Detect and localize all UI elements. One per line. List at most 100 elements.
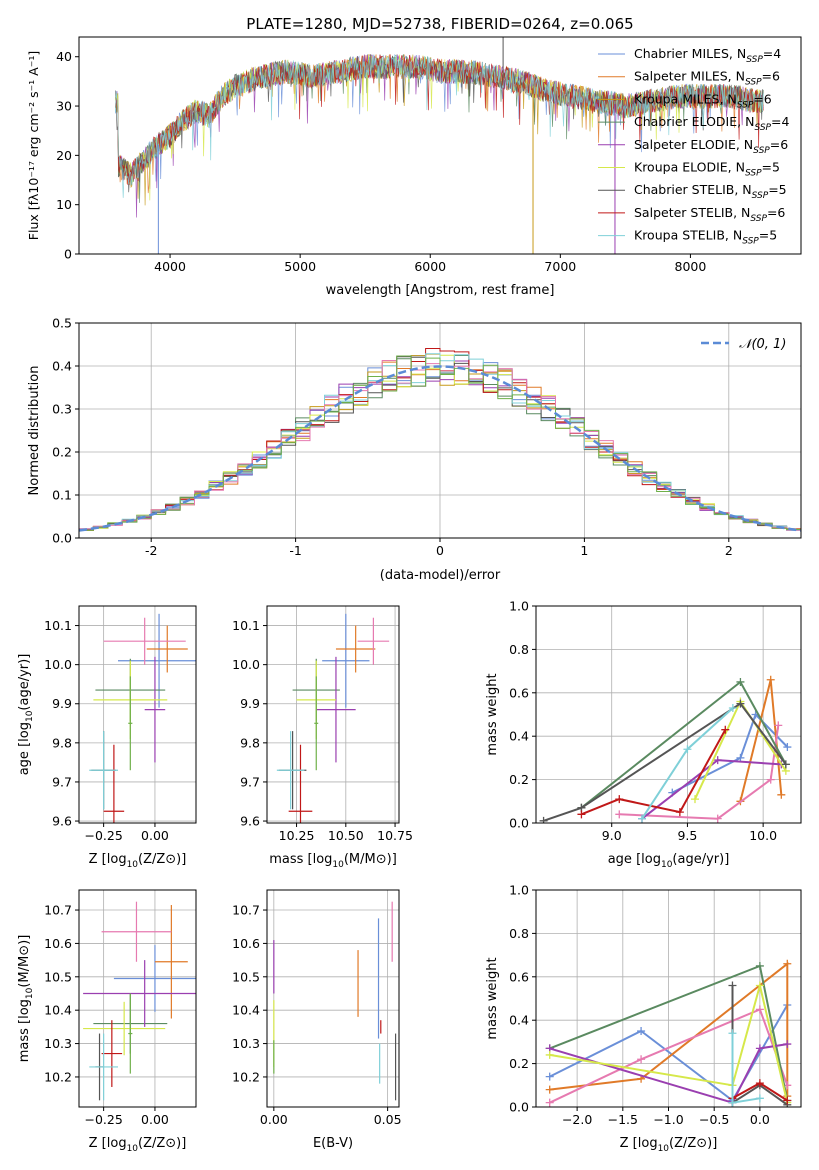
x-tick-label: -2 <box>145 543 157 558</box>
legend-entry-sub: SSP <box>753 146 770 156</box>
x-tick-label: 8000 <box>675 259 707 274</box>
x-tick-label: 5000 <box>284 259 316 274</box>
x-tick-label: 0 <box>436 543 444 558</box>
mass-weight-vs-age-panel: 9.0 9.5 10.0 0.0 0.2 0.4 0.6 0.8 1.0 age [log10(a… <box>485 599 802 870</box>
x-tick-label: 0.05 <box>374 1112 402 1127</box>
y-tick-label: 10.5 <box>44 969 72 984</box>
xlabel-label-main: Z [log <box>620 1136 658 1151</box>
y-axis-label: Normed distribution <box>27 366 42 496</box>
y-tick-label: 0.0 <box>509 816 529 831</box>
x-tick-label: 0.00 <box>141 1112 169 1127</box>
xlabel-label-rest: (Z/Z⊙)] <box>138 852 186 867</box>
x-tick-label: 9.5 <box>677 828 697 843</box>
y-tick-label: 0.0 <box>52 531 72 546</box>
y-tick-label: 10.7 <box>232 903 260 918</box>
mass-weight-marker <box>637 1055 646 1064</box>
mass-weight-marker <box>683 745 692 754</box>
mass-weight-marker <box>755 1044 764 1053</box>
legend-entry-sub: SSP <box>750 214 767 224</box>
y-tick-label: 10.2 <box>232 1069 260 1084</box>
y-tick-label: 10.1 <box>232 618 260 633</box>
x-tick-label: 10.0 <box>749 828 777 843</box>
y-tick-label: 10 <box>56 197 72 212</box>
axes-frame <box>78 36 802 255</box>
mass-weight-marker <box>755 981 764 990</box>
y-tick-label: 9.6 <box>52 814 72 829</box>
legend-entry-eq: =5 <box>762 160 780 175</box>
x-axis-label: E(B-V) <box>313 1136 353 1151</box>
mass-weight-marker <box>781 760 790 769</box>
y-tick-label: 0 <box>64 247 72 262</box>
legend-entry: Kroupa ELODIE, NSSP=5 <box>634 160 780 179</box>
legend-entry-sub: SSP <box>745 169 762 179</box>
ylabel-label: age [log10(age/yr)] <box>17 654 35 776</box>
legend-entry-label: Chabrier MILES, N <box>634 46 746 61</box>
y-tick-label: 0.5 <box>52 316 72 331</box>
legend-entry-label: Chabrier ELODIE, N <box>634 114 754 129</box>
plot-area <box>115 37 764 254</box>
xlabel-label: Z [log10(Z/Z⊙)] <box>89 1136 187 1154</box>
legend-entry-eq: =5 <box>759 228 777 243</box>
mass-weight-line-chabrier_miles <box>549 1004 789 1102</box>
y-tick-label: 10.6 <box>232 936 260 951</box>
y-tick-label: 9.7 <box>240 774 260 789</box>
y-tick-label: 10.0 <box>44 657 72 672</box>
xlabel-label-rest: (Z/Z⊙)] <box>669 1136 717 1151</box>
xlabel-label-main: Z [log <box>89 852 127 867</box>
x-tick-label: 9.0 <box>602 828 622 843</box>
xlabel-label-sub: 10 <box>127 1144 139 1154</box>
y-tick-label: 0.6 <box>509 969 529 984</box>
gaussian-curve <box>79 365 801 532</box>
y-tick-label: 0.6 <box>509 685 529 700</box>
y-tick-label: 0.4 <box>509 1013 529 1028</box>
y-tick-label: 10.5 <box>232 969 260 984</box>
legend-entry-eq: =6 <box>770 137 788 152</box>
xlabel-label-main: age [log <box>608 852 661 867</box>
x-axis-label: wavelength [Angstrom, rest frame] <box>326 283 555 298</box>
x-tick-label: 4000 <box>154 259 186 274</box>
legend-entry: Salpeter STELIB, NSSP=6 <box>634 205 785 224</box>
age-vs-metallicity-panel: −0.25 0.009.69.79.89.910.010.1Z [log10(Z/… <box>17 605 197 870</box>
ylabel-label-sub: 10 <box>25 710 35 722</box>
y-tick-label: 0.4 <box>509 729 529 744</box>
mass-weight-marker <box>774 721 783 730</box>
mass-weight-marker <box>783 743 792 752</box>
mass-weight-marker <box>736 677 745 686</box>
y-tick-label: 30 <box>56 99 72 114</box>
y-tick-label: 0.2 <box>52 445 72 460</box>
y-tick-label: 0.2 <box>509 1056 529 1071</box>
mass-weight-marker <box>766 675 775 684</box>
axes-frame <box>78 605 197 824</box>
x-axis-label: (data-model)/error <box>380 568 501 583</box>
axes-frame <box>266 889 400 1108</box>
mass-weight-marker <box>783 959 792 968</box>
legend-entry: Salpeter ELODIE, NSSP=6 <box>634 137 788 156</box>
xlabel-label-main: Z [log <box>89 1136 127 1151</box>
legend-entry-sub: SSP <box>737 100 754 110</box>
x-tick-label: −0.5 <box>699 1112 729 1127</box>
legend-entry-eq: =4 <box>763 46 781 61</box>
x-tick-label: 0.00 <box>141 828 169 843</box>
y-tick-label: 10.7 <box>44 903 72 918</box>
mass-weight-marker <box>638 814 646 823</box>
mass-weight-marker <box>545 1050 554 1059</box>
y-tick-label: 20 <box>56 148 72 163</box>
mass-weight-marker <box>637 1027 646 1036</box>
ylabel-label-rest: (M/M⊙)] <box>17 935 32 988</box>
mass-weight-marker <box>728 1029 737 1038</box>
y-axis-label: Flux [fλ10⁻¹⁷ erg cm⁻² s⁻¹ A⁻¹] <box>26 51 41 240</box>
legend-entry-sub: SSP <box>742 237 759 247</box>
xlabel-label-sub: 10 <box>332 860 344 870</box>
y-axis-label: mass weight <box>485 957 500 1039</box>
mass-weight-line-salpeter_elodie <box>641 759 782 820</box>
y-tick-label: 10.1 <box>44 618 72 633</box>
y-tick-label: 9.8 <box>240 735 260 750</box>
plot-area <box>79 348 801 532</box>
mass-weight-marker <box>691 795 699 804</box>
legend-entry: Kroupa MILES, NSSP=6 <box>634 91 772 110</box>
y-tick-label: 0.3 <box>52 402 72 417</box>
legend-entry-eq: =6 <box>767 205 785 220</box>
x-tick-label: 10.50 <box>328 828 364 843</box>
